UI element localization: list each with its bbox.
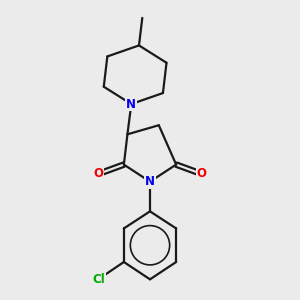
Text: O: O [93, 167, 103, 180]
Text: O: O [197, 167, 207, 180]
Text: Cl: Cl [92, 273, 105, 286]
Text: N: N [126, 98, 136, 110]
Text: N: N [145, 175, 155, 188]
